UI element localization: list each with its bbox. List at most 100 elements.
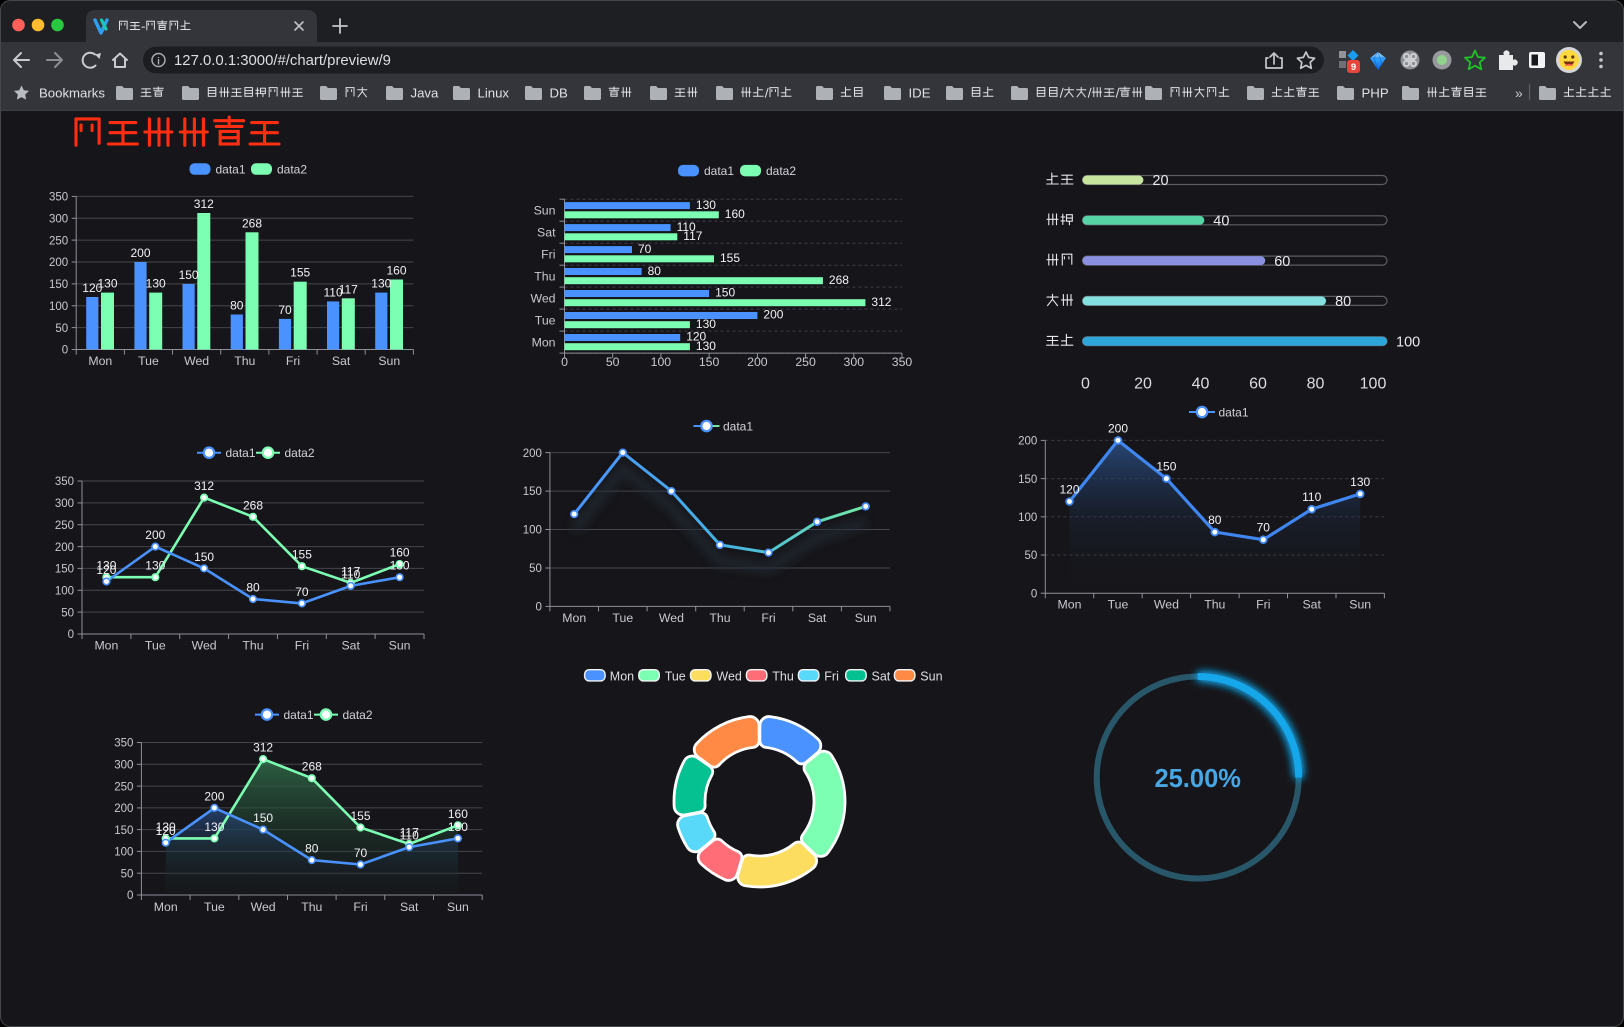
svg-text:50: 50 (529, 563, 542, 575)
svg-text:100: 100 (1396, 334, 1420, 350)
svg-text:Wed: Wed (1154, 597, 1179, 611)
svg-text:130: 130 (1350, 475, 1370, 489)
svg-text:155: 155 (292, 548, 312, 562)
svg-text:50: 50 (121, 868, 134, 880)
svg-text:data1: data1 (723, 419, 753, 433)
svg-text:110: 110 (324, 285, 343, 299)
svg-text:312: 312 (871, 295, 891, 309)
svg-text:70: 70 (278, 303, 292, 317)
svg-text:»: » (1515, 85, 1523, 101)
svg-text:Bookmarks: Bookmarks (39, 85, 105, 100)
svg-text:130: 130 (96, 559, 116, 573)
svg-text:50: 50 (55, 323, 68, 335)
svg-text:150: 150 (114, 825, 133, 837)
svg-text:0: 0 (561, 355, 568, 369)
svg-text:150: 150 (194, 550, 214, 564)
svg-text:150: 150 (523, 486, 542, 498)
svg-text:9: 9 (1351, 62, 1356, 73)
svg-text:0: 0 (1081, 376, 1090, 393)
svg-text:40: 40 (1213, 214, 1229, 230)
svg-text:200: 200 (763, 308, 783, 322)
svg-text:350: 350 (55, 476, 74, 488)
svg-text:80: 80 (1208, 513, 1222, 527)
svg-text:250: 250 (795, 355, 816, 369)
svg-text:350: 350 (892, 355, 913, 369)
svg-text:60: 60 (1249, 376, 1267, 393)
svg-text:0: 0 (1031, 588, 1037, 600)
svg-text:200: 200 (1018, 436, 1037, 448)
svg-text:160: 160 (448, 807, 468, 821)
svg-text:312: 312 (194, 197, 214, 211)
svg-text:data1: data1 (226, 446, 256, 460)
svg-text:268: 268 (829, 273, 849, 287)
svg-text:250: 250 (114, 781, 133, 793)
svg-text:Tue: Tue (138, 354, 159, 368)
svg-text:i: i (157, 56, 160, 67)
svg-text:80: 80 (230, 299, 244, 313)
svg-text:100: 100 (523, 525, 542, 537)
svg-text:80: 80 (246, 581, 260, 595)
svg-text:Wed: Wed (192, 638, 217, 652)
svg-text:20: 20 (1152, 173, 1168, 189)
svg-text:130: 130 (448, 820, 468, 834)
svg-text:150: 150 (715, 286, 735, 300)
svg-text:Fri: Fri (295, 638, 309, 652)
svg-text:Sat: Sat (332, 354, 351, 368)
svg-text:Sat: Sat (537, 226, 556, 240)
svg-text:Tue: Tue (1108, 597, 1129, 611)
svg-text:Sun: Sun (447, 900, 469, 914)
svg-text:155: 155 (720, 251, 740, 265)
svg-text:data2: data2 (343, 708, 373, 722)
svg-text:data1: data1 (216, 162, 246, 176)
svg-text:100: 100 (1360, 376, 1387, 393)
svg-text:268: 268 (242, 216, 262, 230)
svg-text:Thu: Thu (534, 270, 555, 284)
svg-text:130: 130 (204, 820, 224, 834)
svg-text:data2: data2 (285, 446, 315, 460)
svg-text:155: 155 (290, 266, 310, 280)
svg-text:Fri: Fri (1256, 597, 1270, 611)
svg-text:Mon: Mon (88, 354, 112, 368)
svg-text:60: 60 (1274, 254, 1290, 270)
svg-text:160: 160 (390, 546, 410, 560)
svg-text:200: 200 (204, 789, 224, 803)
svg-text:130: 130 (156, 820, 176, 834)
svg-text:70: 70 (1257, 521, 1271, 535)
svg-text:110: 110 (1302, 490, 1321, 504)
svg-text:200: 200 (55, 542, 74, 554)
svg-text:0: 0 (535, 602, 541, 614)
svg-text:Sun: Sun (855, 611, 877, 625)
svg-text:Tue: Tue (145, 638, 166, 652)
svg-text:300: 300 (844, 355, 865, 369)
svg-text:Mon: Mon (562, 611, 586, 625)
svg-text:268: 268 (243, 498, 263, 512)
svg-text:117: 117 (341, 564, 360, 578)
svg-text:Sun: Sun (389, 638, 411, 652)
svg-text:130: 130 (145, 559, 165, 573)
svg-text:150: 150 (179, 268, 199, 282)
svg-text:300: 300 (49, 214, 68, 226)
svg-text:Sat: Sat (400, 900, 419, 914)
svg-text:25.00%: 25.00% (1154, 765, 1241, 793)
svg-text:Fri: Fri (761, 611, 775, 625)
svg-text:70: 70 (638, 242, 652, 256)
svg-text:50: 50 (606, 355, 620, 369)
svg-text:150: 150 (253, 811, 273, 825)
svg-text:Sun: Sun (920, 669, 942, 683)
svg-text:200: 200 (523, 448, 542, 460)
svg-text:Tue: Tue (204, 900, 225, 914)
svg-text:150: 150 (55, 564, 74, 576)
svg-text:250: 250 (55, 520, 74, 532)
svg-text:Thu: Thu (709, 611, 730, 625)
svg-text:Sat: Sat (808, 611, 827, 625)
svg-text:Wed: Wed (659, 611, 684, 625)
svg-text:DB: DB (550, 85, 569, 100)
svg-text:Fri: Fri (353, 900, 367, 914)
svg-text:130: 130 (371, 277, 391, 291)
svg-text:80: 80 (648, 264, 662, 278)
svg-text:Sun: Sun (534, 204, 556, 218)
svg-text:data1: data1 (1219, 405, 1249, 419)
svg-text:110: 110 (341, 567, 360, 581)
svg-text:130: 130 (390, 559, 410, 573)
svg-text:Tue: Tue (612, 611, 633, 625)
